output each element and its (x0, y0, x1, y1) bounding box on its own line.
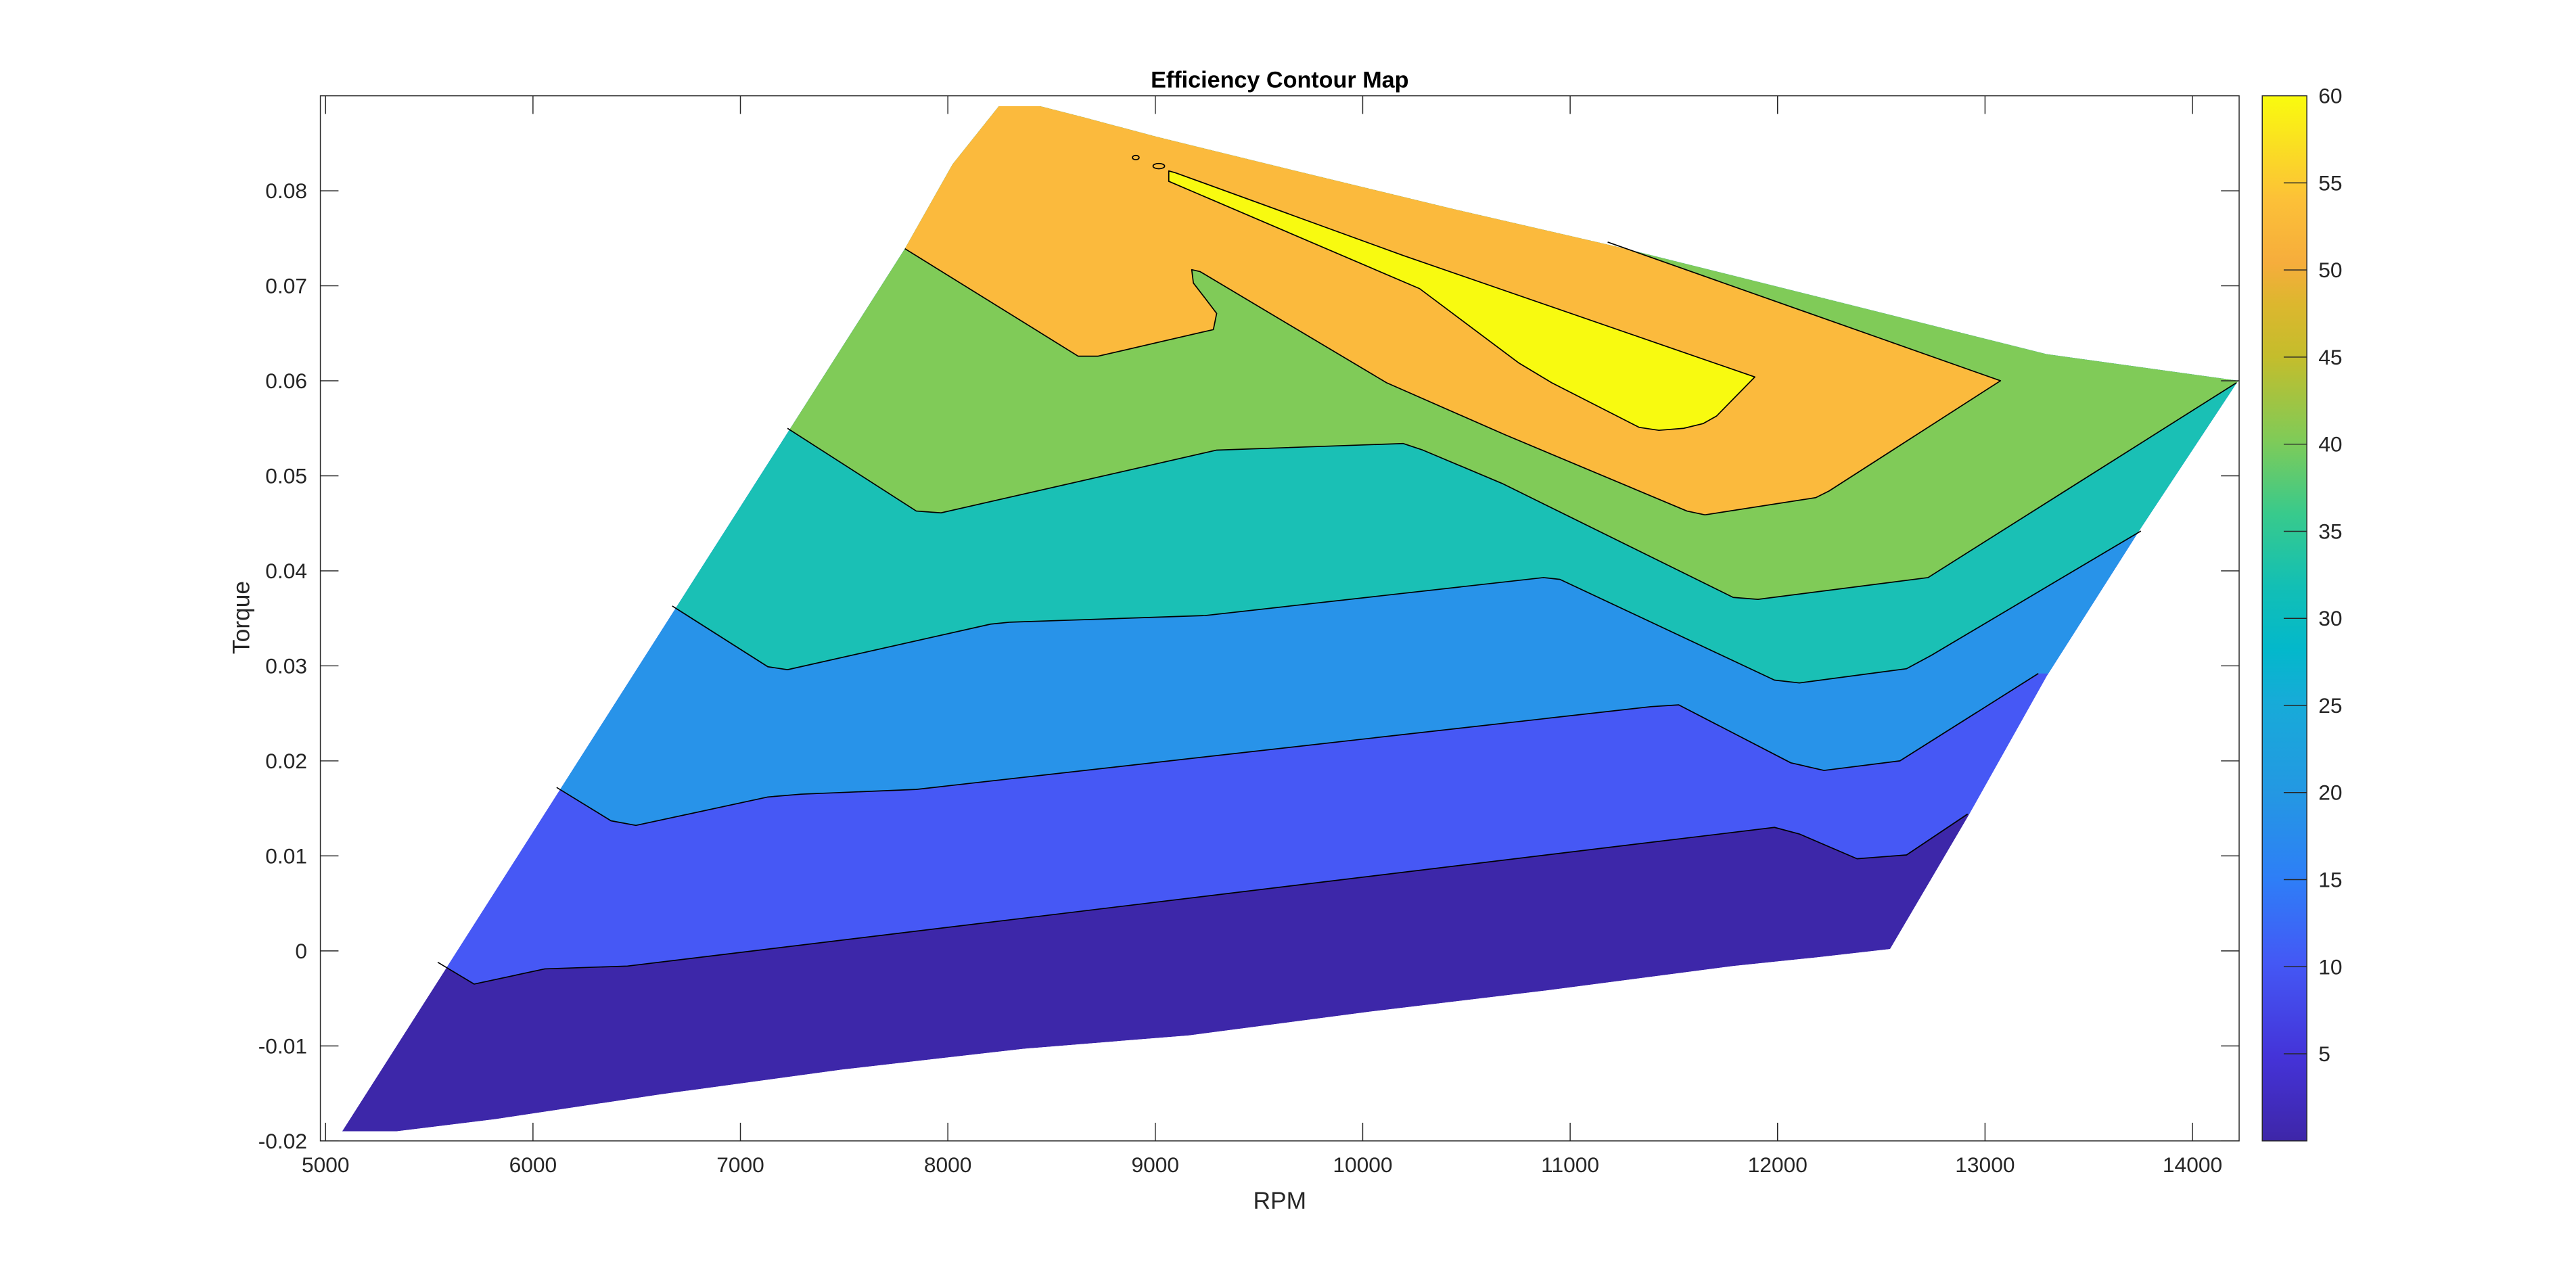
x-tick-label: 5000 (302, 1153, 350, 1177)
y-tick-label: 0.04 (265, 559, 307, 583)
colorbar: 5 10 15 20 25 30 35 40 45 50 55 60 (2261, 84, 2342, 1142)
colorbar-tick-label: 15 (2318, 867, 2342, 891)
colorbar-tick-label: 25 (2318, 693, 2342, 718)
colorbar-tick-label: 55 (2318, 170, 2342, 195)
y-tick-label: 0.02 (265, 749, 307, 773)
contour-lines (437, 154, 2237, 985)
plot-frame (319, 95, 2240, 1142)
colorbar-tick-label: 35 (2318, 519, 2342, 543)
x-axis-label: RPM (1253, 1188, 1306, 1214)
contour-line-3 (672, 530, 2142, 684)
y-axis-label: Torque (229, 581, 255, 654)
x-axis: 5000 6000 7000 8000 9000 10000 11000 12000 13000… (302, 95, 2222, 1177)
contour-line-2 (556, 673, 2039, 827)
contour-band-peak (1168, 170, 1755, 431)
colorbar-tick-label: 10 (2318, 954, 2342, 979)
x-tick-label: 7000 (716, 1153, 764, 1177)
x-tick-label: 9000 (1132, 1153, 1180, 1177)
chart-title: Efficiency Contour Map (1151, 67, 1408, 93)
x-tick-label: 6000 (509, 1153, 557, 1177)
contour-line-5 (904, 241, 2002, 516)
y-tick-label: 0.05 (265, 463, 307, 488)
y-axis: -0.02 -0.01 0 0.01 0.02 0.03 0.04 0.05 0.06 0.07 0… (258, 179, 2240, 1153)
colorbar-ticks: 5 10 15 20 25 30 35 40 45 50 55 60 (2283, 84, 2342, 1066)
contour-island (1132, 154, 1140, 160)
y-tick-label: 0 (295, 939, 307, 963)
y-tick-label: 0.03 (265, 653, 307, 678)
colorbar-tick-label: 45 (2318, 345, 2342, 369)
x-tick-label: 12000 (1748, 1153, 1808, 1177)
colorbar-tick-label: 20 (2318, 781, 2342, 805)
x-tick-label: 10000 (1333, 1153, 1392, 1177)
y-tick-label: 0.01 (265, 843, 307, 868)
y-tick-label: 0.06 (265, 369, 307, 393)
y-tick-label: -0.01 (258, 1034, 307, 1058)
colorbar-tick-label: 60 (2318, 84, 2342, 108)
colorbar-tick-label: 40 (2318, 432, 2342, 457)
x-tick-label: 14000 (2163, 1153, 2222, 1177)
contour-island (1152, 162, 1166, 170)
y-tick-label: -0.02 (258, 1129, 307, 1153)
contour-line-peak (1168, 170, 1755, 432)
x-tick-label: 13000 (1955, 1153, 2015, 1177)
y-tick-label: 0.08 (265, 179, 307, 203)
contour-line-1 (437, 813, 1969, 985)
colorbar-tick-label: 30 (2318, 606, 2342, 630)
contour-line-4 (787, 382, 2237, 601)
contour-bands (342, 106, 2238, 1132)
x-tick-label: 11000 (1541, 1153, 1599, 1177)
y-tick-label: 0.07 (265, 274, 307, 298)
x-tick-label: 8000 (924, 1153, 972, 1177)
colorbar-tick-label: 5 (2318, 1042, 2330, 1066)
colorbar-tick-label: 50 (2318, 258, 2342, 282)
